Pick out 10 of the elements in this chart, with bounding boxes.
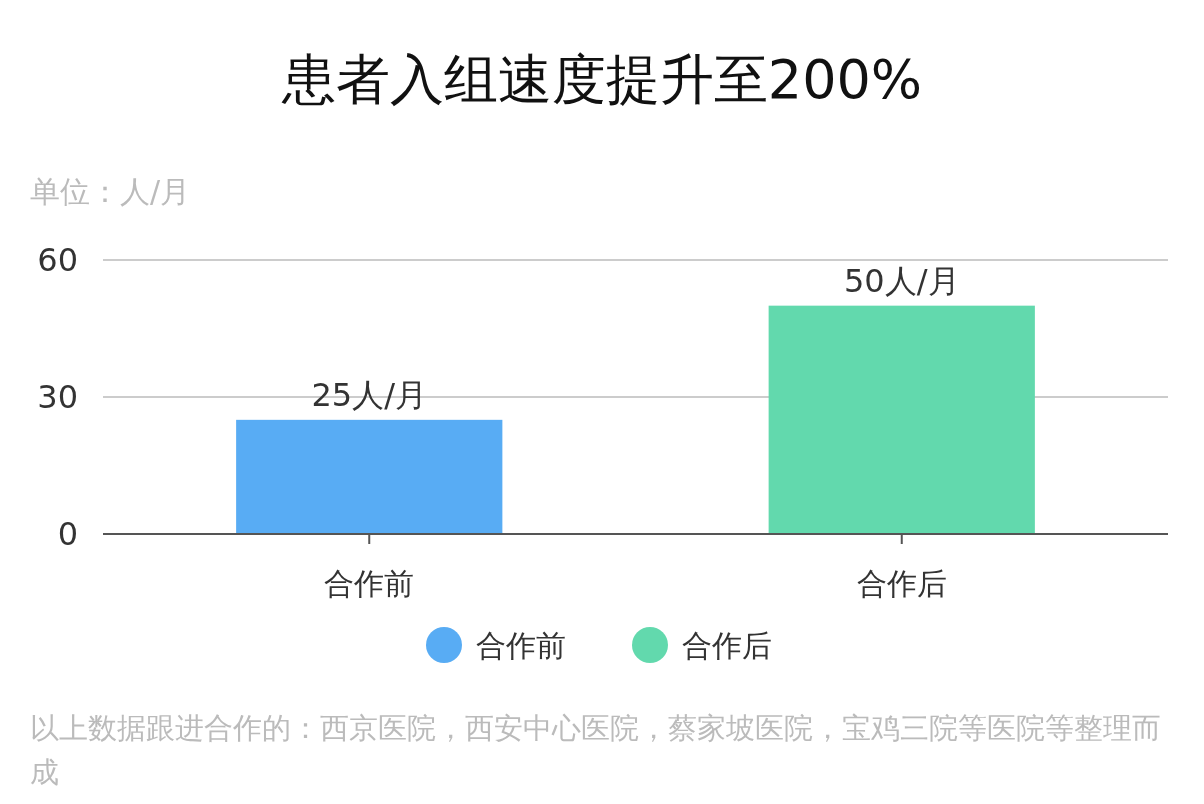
legend-label: 合作前	[476, 628, 566, 663]
legend-label: 合作后	[682, 628, 772, 663]
data-label: 25人/月	[311, 375, 427, 414]
y-tick-label: 30	[37, 378, 78, 416]
data-label: 50人/月	[844, 261, 960, 300]
y-axis-title: 单位：人/月	[30, 174, 191, 209]
y-tick-label: 0	[57, 515, 78, 553]
y-tick-label: 60	[37, 241, 78, 279]
text: 以上数据跟进合作的：西京医院，西安中心医院，蔡家坡医院，宝鸡三院等医院等整理而成	[30, 710, 1162, 791]
chart-title: 患者入组速度提升至200%	[280, 48, 923, 111]
